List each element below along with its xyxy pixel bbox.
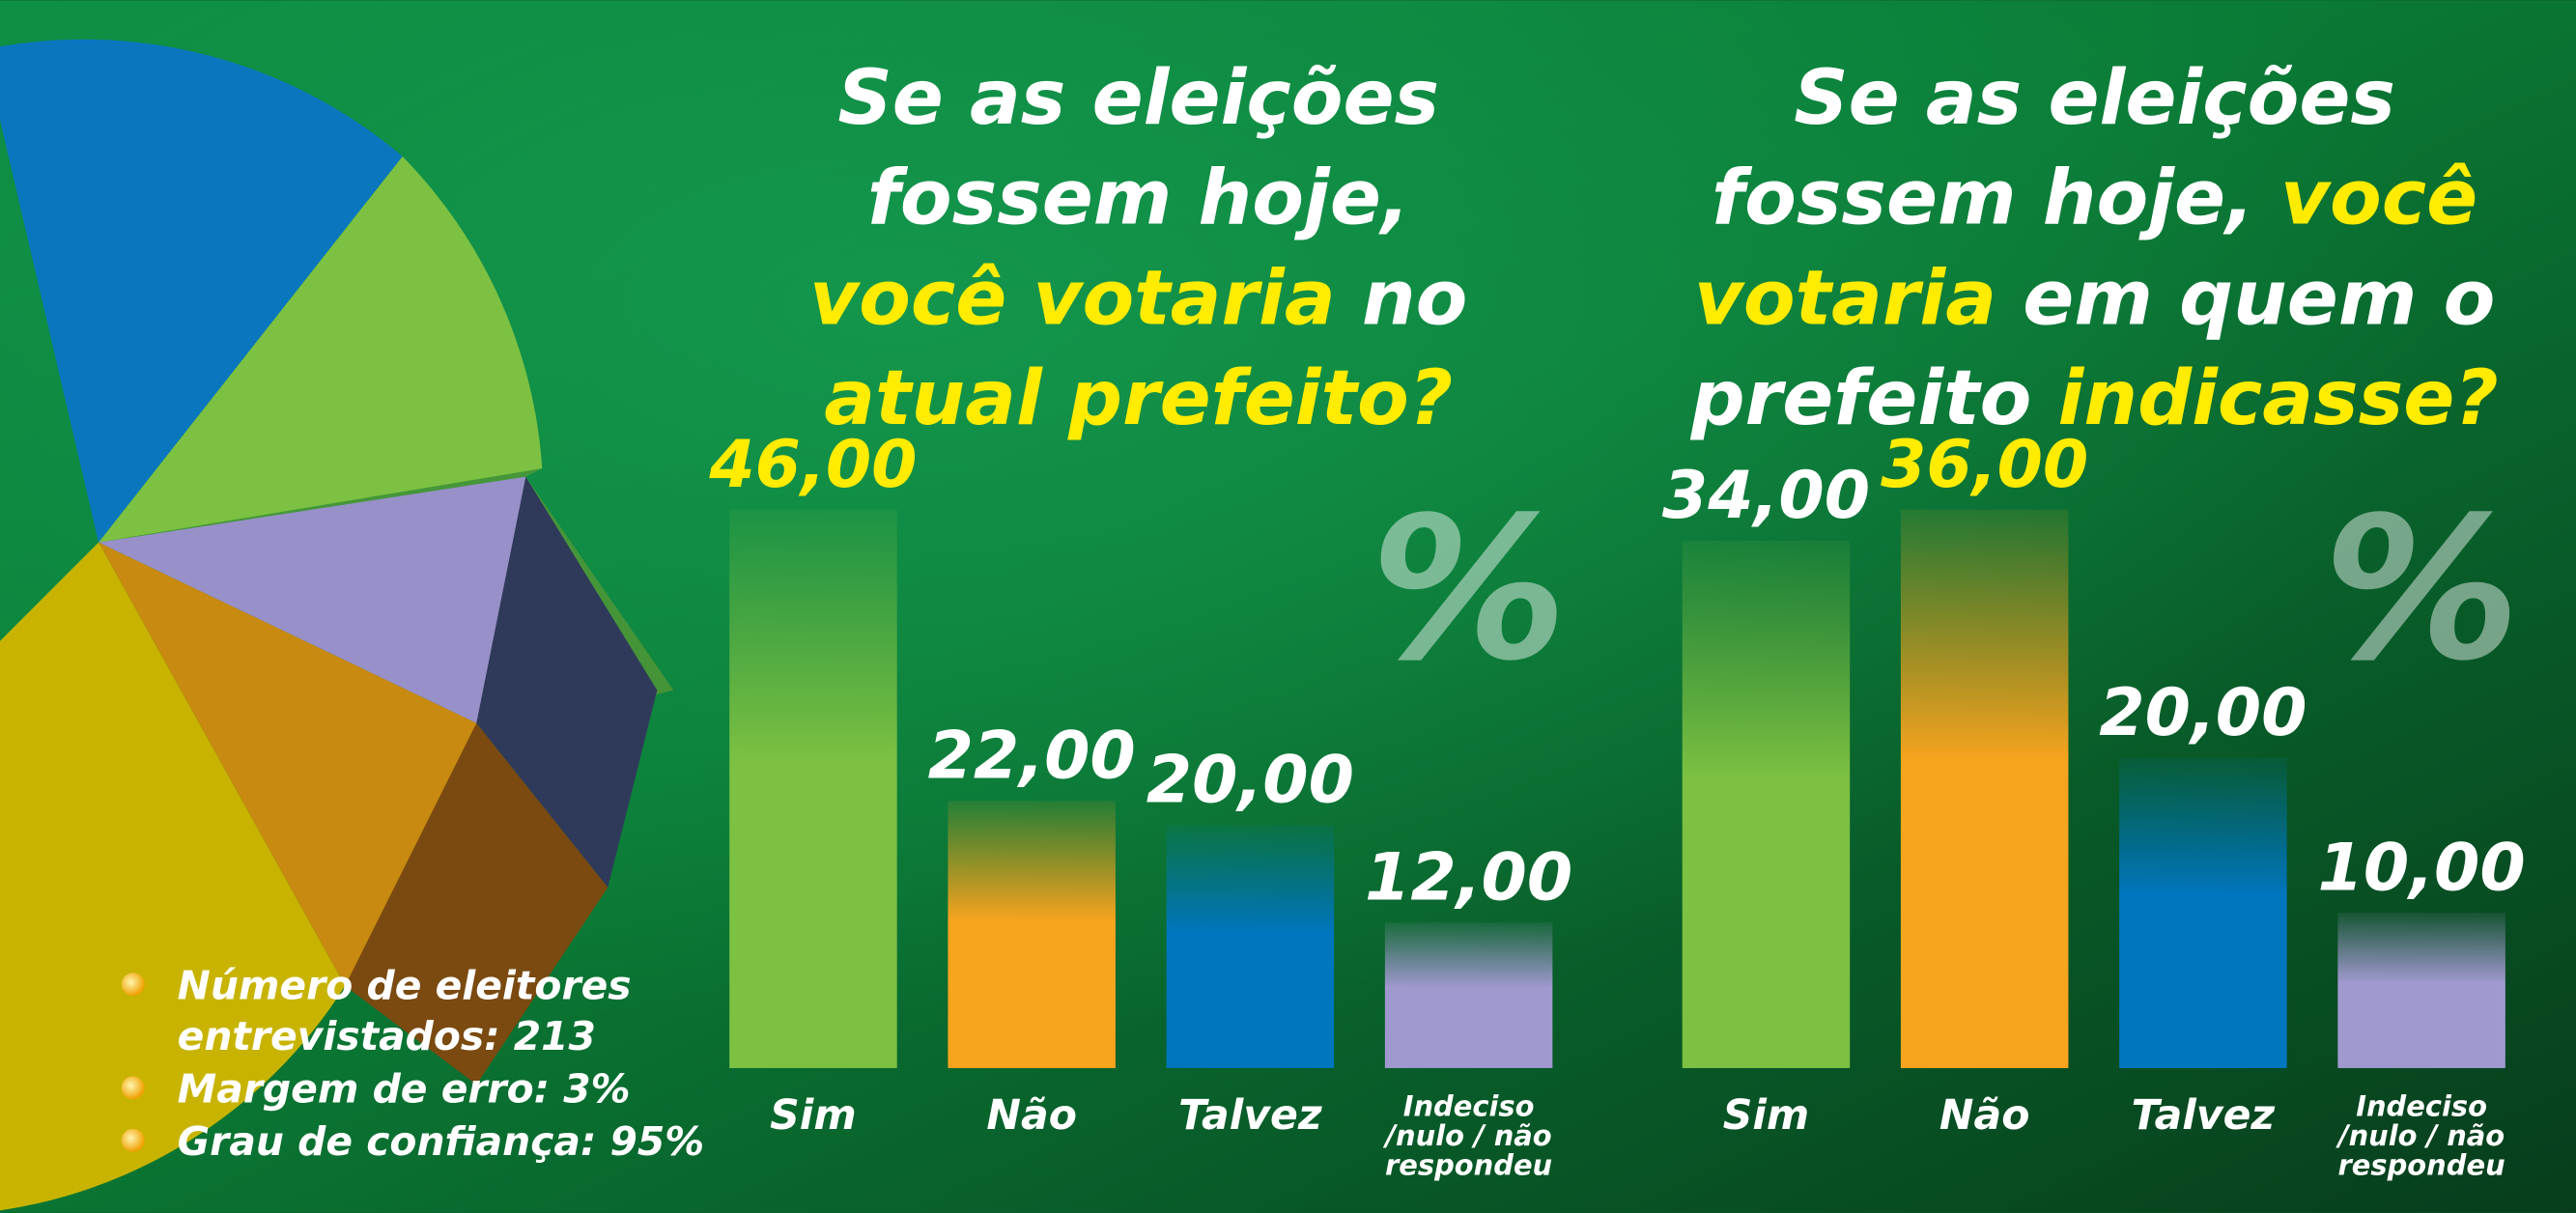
chart-title-segment: Se as eleições (1794, 54, 2395, 142)
value-label: 36,00 (1881, 427, 2088, 503)
chart-title-line: prefeito indicasse? (1690, 354, 2499, 442)
x-tick-label-box: Talvez (1178, 1094, 1322, 1140)
note-text: Grau de confiança: 95% (178, 1118, 705, 1165)
percent-symbol: % (1370, 476, 1568, 705)
value-label: 12,00 (1365, 839, 1572, 916)
chart-title-line: fossem hoje, você (1712, 155, 2477, 242)
chart-title-segment: Se as eleições (837, 54, 1439, 142)
chart-title-segment: votaria (1694, 254, 1996, 342)
note-bullet (121, 1128, 145, 1152)
bar (1900, 509, 2069, 1068)
chart-title-segment: em quem o (1996, 254, 2495, 342)
x-tick-label-box: Indeciso /nulo / não respondeu (1385, 1094, 1553, 1183)
x-tick-label-box: Não (1939, 1094, 2030, 1140)
value-label: 46,00 (708, 427, 917, 503)
value-label: 10,00 (2318, 830, 2526, 906)
note-text: Número de eleitores (178, 963, 632, 1009)
note-text: entrevistados: 213 (178, 1013, 596, 1059)
value-label: 34,00 (1662, 458, 1870, 534)
chart-title-segment: no (1336, 254, 1468, 342)
note-bullet (121, 1076, 145, 1100)
note-bullet (121, 973, 145, 997)
value-label: 22,00 (928, 719, 1136, 795)
chart: Se as eleições fossem hoje, você votaria e… (1662, 54, 2526, 1183)
x-tick-label-box: Não (986, 1094, 1077, 1140)
x-tick-label: Talvez (2131, 1094, 2276, 1140)
x-tick-label-box: Sim (770, 1094, 857, 1140)
percent-symbol: % (2323, 476, 2521, 705)
value-label: 20,00 (1146, 743, 1354, 819)
x-tick-label: Talvez (1178, 1094, 1322, 1140)
bar (1384, 922, 1553, 1068)
chart-title-line: fossem hoje, (867, 155, 1410, 242)
bar (948, 801, 1116, 1068)
bar (1682, 540, 1851, 1068)
x-tick-label: Não (986, 1094, 1077, 1140)
chart-title-line: Se as eleições (837, 54, 1439, 142)
chart-title-segment: fossem hoje, (1712, 155, 2280, 242)
pie-decoration (0, 39, 674, 1211)
chart: Se as eleições fossem hoje, você votaria n… (708, 54, 1572, 1183)
x-tick-label-box: Sim (1722, 1094, 1810, 1140)
chart-title-line: atual prefeito? (824, 354, 1453, 442)
chart-title-segment: fossem hoje, (867, 155, 1410, 242)
bar (2337, 913, 2505, 1068)
note-text: Margem de erro: 3% (178, 1066, 631, 1113)
chart-title-segment: você (2280, 155, 2477, 242)
chart-title-line: votaria em quem o (1694, 254, 2495, 342)
bar (2119, 757, 2287, 1068)
x-tick-label: Indeciso /nulo / não respondeu (2337, 1094, 2505, 1183)
x-tick-label: Sim (1722, 1094, 1810, 1140)
x-tick-label-box: Indeciso /nulo / não respondeu (2337, 1094, 2505, 1183)
x-tick-label: Indeciso /nulo / não respondeu (1385, 1094, 1553, 1183)
chart-title-segment: prefeito (1690, 354, 2058, 442)
chart-title-segment: indicasse? (2058, 354, 2499, 442)
chart-title-line: Se as eleições (1794, 54, 2395, 142)
bar (729, 509, 897, 1068)
x-tick-label: Sim (770, 1094, 857, 1140)
bar (1166, 825, 1335, 1068)
value-label: 20,00 (2099, 675, 2307, 751)
chart-title-segment: atual prefeito? (824, 354, 1453, 442)
chart-title-segment: você votaria (809, 254, 1336, 342)
chart-title-line: você votaria no (809, 254, 1467, 342)
x-tick-label: Não (1939, 1094, 2030, 1140)
x-tick-label-box: Talvez (2131, 1094, 2276, 1140)
